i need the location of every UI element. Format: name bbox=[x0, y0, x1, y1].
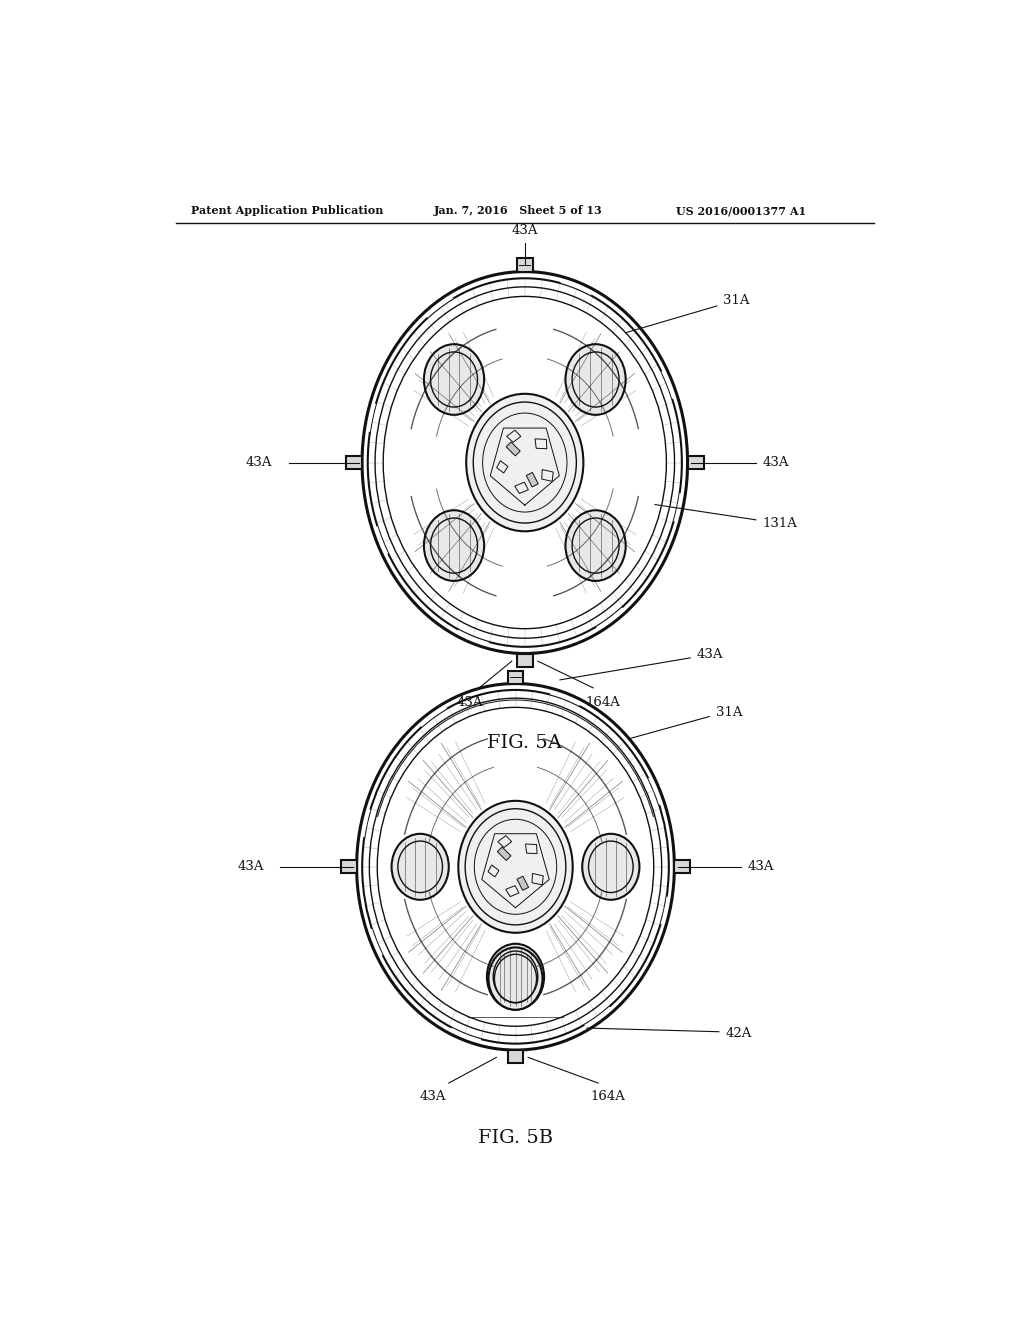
Text: FIG. 5A: FIG. 5A bbox=[487, 734, 562, 751]
Text: 131A: 131A bbox=[763, 517, 798, 531]
FancyBboxPatch shape bbox=[508, 671, 523, 684]
Text: 43A: 43A bbox=[457, 696, 482, 709]
Ellipse shape bbox=[583, 834, 639, 900]
Text: 43A: 43A bbox=[420, 1090, 446, 1104]
Bar bbox=[506, 442, 520, 455]
Text: Patent Application Publication: Patent Application Publication bbox=[191, 205, 384, 216]
Ellipse shape bbox=[459, 801, 572, 933]
Text: 42A: 42A bbox=[725, 1027, 752, 1040]
Text: 43A: 43A bbox=[748, 861, 774, 874]
Ellipse shape bbox=[424, 345, 484, 414]
Ellipse shape bbox=[466, 393, 584, 531]
Ellipse shape bbox=[565, 511, 626, 581]
Text: 43A: 43A bbox=[238, 861, 264, 874]
FancyBboxPatch shape bbox=[341, 861, 356, 874]
Bar bbox=[526, 473, 539, 487]
FancyBboxPatch shape bbox=[687, 455, 703, 469]
Ellipse shape bbox=[565, 345, 626, 414]
Bar bbox=[517, 876, 528, 890]
Ellipse shape bbox=[424, 511, 484, 581]
FancyBboxPatch shape bbox=[517, 653, 532, 667]
Text: US 2016/0001377 A1: US 2016/0001377 A1 bbox=[676, 205, 806, 216]
Ellipse shape bbox=[488, 948, 543, 1010]
Ellipse shape bbox=[391, 834, 449, 900]
FancyBboxPatch shape bbox=[675, 861, 690, 874]
Ellipse shape bbox=[486, 944, 544, 1010]
Text: 43A: 43A bbox=[696, 648, 723, 661]
FancyBboxPatch shape bbox=[346, 455, 362, 469]
Text: 43A: 43A bbox=[512, 224, 538, 238]
FancyBboxPatch shape bbox=[517, 259, 532, 272]
Text: FIG. 5B: FIG. 5B bbox=[478, 1129, 553, 1147]
Bar bbox=[498, 847, 511, 861]
Text: 43A: 43A bbox=[246, 455, 272, 469]
Text: 31A: 31A bbox=[723, 294, 750, 306]
FancyBboxPatch shape bbox=[508, 1051, 523, 1063]
Text: 164A: 164A bbox=[590, 1090, 625, 1104]
Text: 164A: 164A bbox=[586, 696, 621, 709]
Text: Jan. 7, 2016   Sheet 5 of 13: Jan. 7, 2016 Sheet 5 of 13 bbox=[433, 205, 602, 216]
Text: 43A: 43A bbox=[763, 455, 788, 469]
Text: 31A: 31A bbox=[716, 706, 742, 719]
